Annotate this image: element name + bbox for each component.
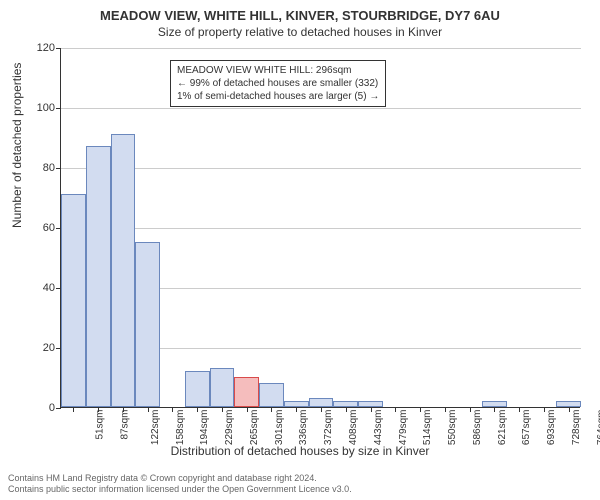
xtick-mark (519, 407, 520, 412)
ytick-label: 40 (25, 282, 55, 294)
xtick-label: 122sqm (150, 410, 161, 446)
histogram-bar (185, 371, 210, 407)
ytick-label: 120 (25, 42, 55, 54)
highlight-bar (234, 377, 259, 407)
xtick-mark (346, 407, 347, 412)
xtick-label: 693sqm (546, 410, 557, 446)
chart-area: 02040608010012051sqm87sqm122sqm158sqm194… (60, 48, 580, 408)
chart-title: MEADOW VIEW, WHITE HILL, KINVER, STOURBR… (0, 0, 600, 23)
xtick-label: 51sqm (95, 410, 106, 440)
xtick-label: 443sqm (373, 410, 384, 446)
chart-subtitle: Size of property relative to detached ho… (0, 25, 600, 39)
annotation-line3: 1% of semi-detached houses are larger (5… (177, 90, 379, 103)
ytick-label: 100 (25, 102, 55, 114)
ytick-label: 20 (25, 342, 55, 354)
y-axis-label: Number of detached properties (10, 63, 24, 228)
xtick-label: 229sqm (224, 410, 235, 446)
xtick-label: 479sqm (398, 410, 409, 446)
xtick-mark (172, 407, 173, 412)
annotation-box: MEADOW VIEW WHITE HILL: 296sqm ← 99% of … (170, 60, 386, 107)
xtick-mark (544, 407, 545, 412)
annotation-line1: MEADOW VIEW WHITE HILL: 296sqm (177, 64, 379, 77)
xtick-label: 408sqm (348, 410, 359, 446)
xtick-mark (123, 407, 124, 412)
ytick-mark (56, 408, 61, 409)
histogram-bar (135, 242, 160, 407)
footer-line1: Contains HM Land Registry data © Crown c… (8, 473, 352, 485)
ytick-label: 60 (25, 222, 55, 234)
ytick-mark (56, 168, 61, 169)
histogram-bar (86, 146, 111, 407)
histogram-bar (61, 194, 86, 407)
xtick-mark (296, 407, 297, 412)
xtick-label: 194sqm (200, 410, 211, 446)
xtick-label: 657sqm (521, 410, 532, 446)
xtick-mark (420, 407, 421, 412)
xtick-mark (445, 407, 446, 412)
xtick-label: 586sqm (472, 410, 483, 446)
xtick-mark (148, 407, 149, 412)
xtick-mark (470, 407, 471, 412)
ytick-mark (56, 48, 61, 49)
xtick-label: 158sqm (175, 410, 186, 446)
footer-line2: Contains public sector information licen… (8, 484, 352, 496)
xtick-label: 514sqm (422, 410, 433, 446)
xtick-mark (321, 407, 322, 412)
xtick-mark (395, 407, 396, 412)
histogram-bar (259, 383, 284, 407)
xtick-label: 336sqm (299, 410, 310, 446)
xtick-mark (371, 407, 372, 412)
annotation-line2: ← 99% of detached houses are smaller (33… (177, 77, 379, 90)
histogram-bar (111, 134, 136, 407)
gridline (61, 168, 581, 169)
ytick-label: 0 (25, 402, 55, 414)
x-axis-label: Distribution of detached houses by size … (0, 444, 600, 458)
ytick-label: 80 (25, 162, 55, 174)
xtick-mark (247, 407, 248, 412)
xtick-label: 265sqm (249, 410, 260, 446)
xtick-label: 728sqm (571, 410, 582, 446)
xtick-mark (222, 407, 223, 412)
xtick-mark (569, 407, 570, 412)
xtick-label: 87sqm (120, 410, 131, 440)
xtick-label: 301sqm (274, 410, 285, 446)
histogram-bar (210, 368, 235, 407)
gridline (61, 48, 581, 49)
xtick-mark (73, 407, 74, 412)
xtick-mark (271, 407, 272, 412)
histogram-bar (309, 398, 334, 407)
xtick-mark (98, 407, 99, 412)
xtick-mark (197, 407, 198, 412)
ytick-mark (56, 108, 61, 109)
xtick-label: 372sqm (323, 410, 334, 446)
xtick-label: 550sqm (447, 410, 458, 446)
footer-attribution: Contains HM Land Registry data © Crown c… (8, 473, 352, 496)
chart-container: MEADOW VIEW, WHITE HILL, KINVER, STOURBR… (0, 0, 600, 500)
xtick-label: 621sqm (497, 410, 508, 446)
xtick-mark (494, 407, 495, 412)
gridline (61, 228, 581, 229)
xtick-label: 764sqm (596, 410, 600, 446)
gridline (61, 108, 581, 109)
